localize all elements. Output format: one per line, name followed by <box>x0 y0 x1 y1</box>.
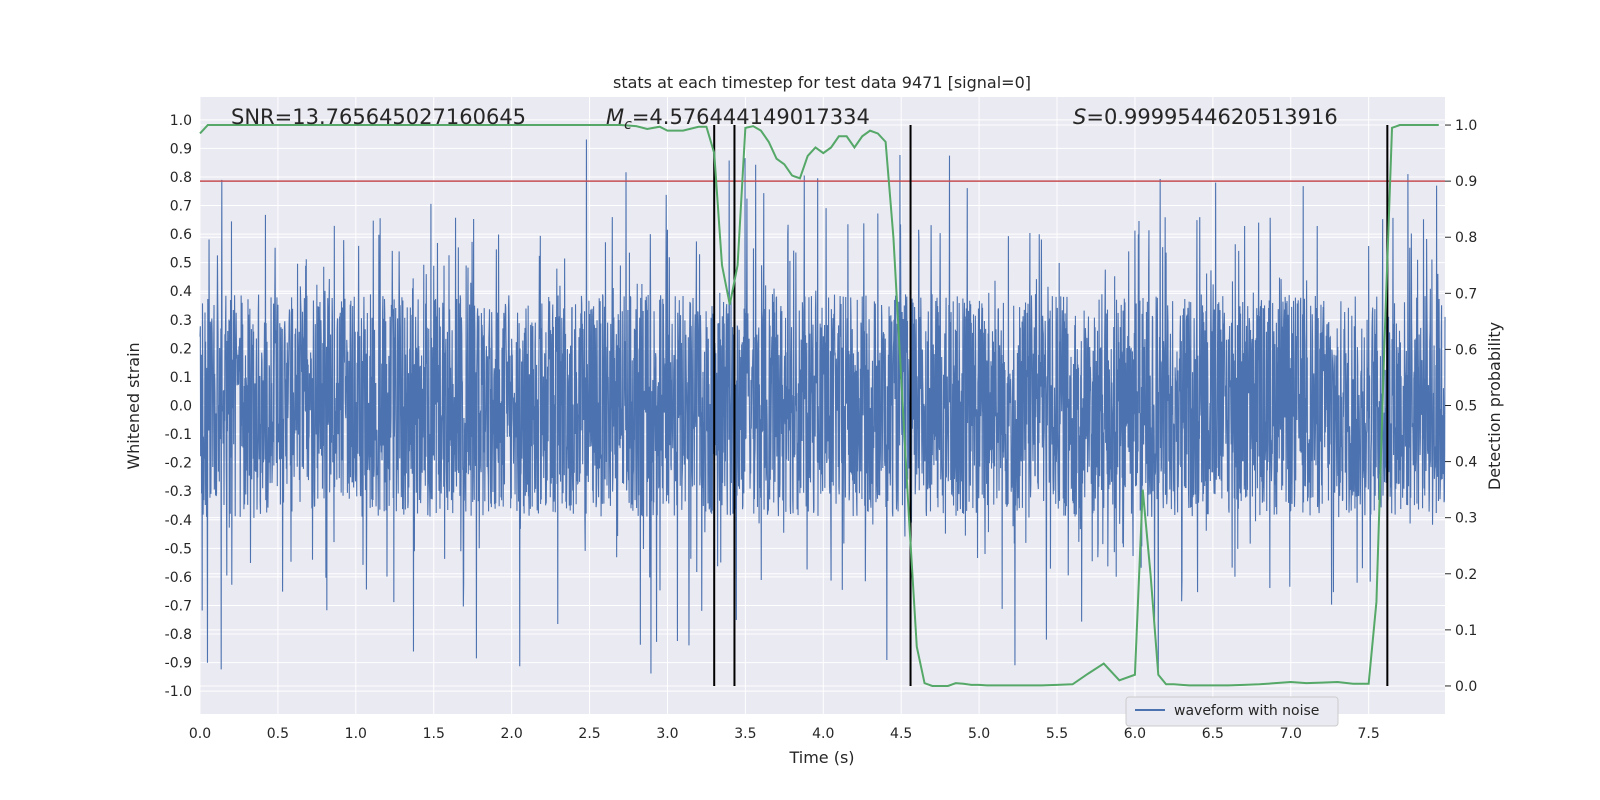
waveform-line <box>199 139 1446 674</box>
legend-label: waveform with noise <box>1174 703 1319 719</box>
chirp-mass-subscript: c <box>624 117 632 133</box>
y2-tick-label: 0.7 <box>1455 286 1477 302</box>
y-tick-label: -0.6 <box>165 570 192 586</box>
y-tick-label: 0.5 <box>170 256 192 272</box>
vertical-marker-lines <box>713 125 1389 686</box>
y2-axis-label: Detection probability <box>1485 322 1504 490</box>
chirp-mass-symbol: M <box>606 105 624 129</box>
y2-tick-label: 0.2 <box>1455 567 1477 583</box>
y2-tick-label: 0.9 <box>1455 174 1477 190</box>
x-tick-label: 5.0 <box>968 726 990 742</box>
y-tick-label: -0.7 <box>165 598 192 614</box>
probability-series <box>199 124 1439 687</box>
y-tick-label: -0.4 <box>165 513 192 529</box>
y-tick-label: 0.2 <box>170 341 192 357</box>
legend: waveform with noise <box>1125 696 1339 727</box>
y-tick-label: 0.3 <box>170 313 192 329</box>
y-tick-label: 0.0 <box>170 399 192 415</box>
x-tick-label: 7.0 <box>1280 726 1302 742</box>
x-tick-label: 5.5 <box>1046 726 1068 742</box>
y-axis-ticks: 1.0 0.9 0.8 0.7 0.6 0.5 0.4 0.3 0.2 0.1 0.0 -0.1 -0.… <box>165 113 192 700</box>
score-symbol: S <box>1073 105 1086 129</box>
chirp-mass-value: =4.576444149017334 <box>632 105 870 129</box>
y-tick-label: -1.0 <box>165 684 192 700</box>
y2-tick-label: 1.0 <box>1455 118 1477 134</box>
x-tick-label: 2.5 <box>578 726 600 742</box>
x-axis-label: Time (s) <box>788 748 854 767</box>
x-tick-label: 1.0 <box>345 726 367 742</box>
x-tick-label: 1.5 <box>423 726 445 742</box>
x-tick-label: 4.5 <box>890 726 912 742</box>
y-axis-label: Whitened strain <box>124 342 143 469</box>
y2-tick-label: 0.4 <box>1455 455 1477 471</box>
y2-tick-label: 0.3 <box>1455 511 1477 527</box>
snr-annotation: SNR=13.765645027160645 <box>231 105 526 129</box>
chirp-mass-annotation: Mc=4.576444149017334 <box>606 105 870 133</box>
y-tick-label: -0.3 <box>165 484 192 500</box>
x-tick-label: 0.5 <box>267 726 289 742</box>
y2-axis-ticks: 1.0 0.9 0.8 0.7 0.6 0.5 0.4 0.3 0.2 0.1 0.0 <box>1445 118 1477 695</box>
legend-box <box>1125 696 1339 727</box>
x-tick-label: 6.0 <box>1124 726 1146 742</box>
x-tick-label: 4.0 <box>812 726 834 742</box>
y-tick-label: -0.8 <box>165 627 192 643</box>
y2-tick-label: 0.6 <box>1455 342 1477 358</box>
y2-tick-label: 0.8 <box>1455 230 1477 246</box>
x-tick-label: 3.5 <box>734 726 756 742</box>
score-value: =0.9999544620513916 <box>1086 105 1337 129</box>
y-tick-label: -0.2 <box>165 456 192 472</box>
y-tick-label: -0.1 <box>165 427 192 443</box>
y-tick-label: 1.0 <box>170 113 192 129</box>
x-tick-label: 7.5 <box>1358 726 1380 742</box>
x-tick-label: 0.0 <box>189 726 211 742</box>
y2-tick-label: 0.0 <box>1455 679 1477 695</box>
y-tick-label: 0.6 <box>170 227 192 243</box>
y-tick-label: 0.4 <box>170 284 192 300</box>
y2-tick-label: 0.1 <box>1455 623 1477 639</box>
y-tick-label: 0.7 <box>170 199 192 215</box>
chart-title: stats at each timestep for test data 947… <box>613 73 1031 92</box>
waveform-series <box>199 139 1446 674</box>
probability-line <box>199 124 1439 687</box>
y-tick-label: 0.1 <box>170 370 192 386</box>
x-axis-ticks: 0.0 0.5 1.0 1.5 2.0 2.5 3.0 3.5 4.0 4.5 5.0 5.5 6.0 6… <box>189 726 1380 742</box>
y-tick-label: -0.5 <box>165 541 192 557</box>
y-tick-label: 0.9 <box>170 141 192 157</box>
x-tick-label: 2.0 <box>501 726 523 742</box>
x-tick-label: 3.0 <box>656 726 678 742</box>
score-annotation: S=0.9999544620513916 <box>1073 105 1338 129</box>
y-tick-label: -0.9 <box>165 656 192 672</box>
x-tick-label: 6.5 <box>1202 726 1224 742</box>
y2-tick-label: 0.5 <box>1455 399 1477 415</box>
y-tick-label: 0.8 <box>170 170 192 186</box>
